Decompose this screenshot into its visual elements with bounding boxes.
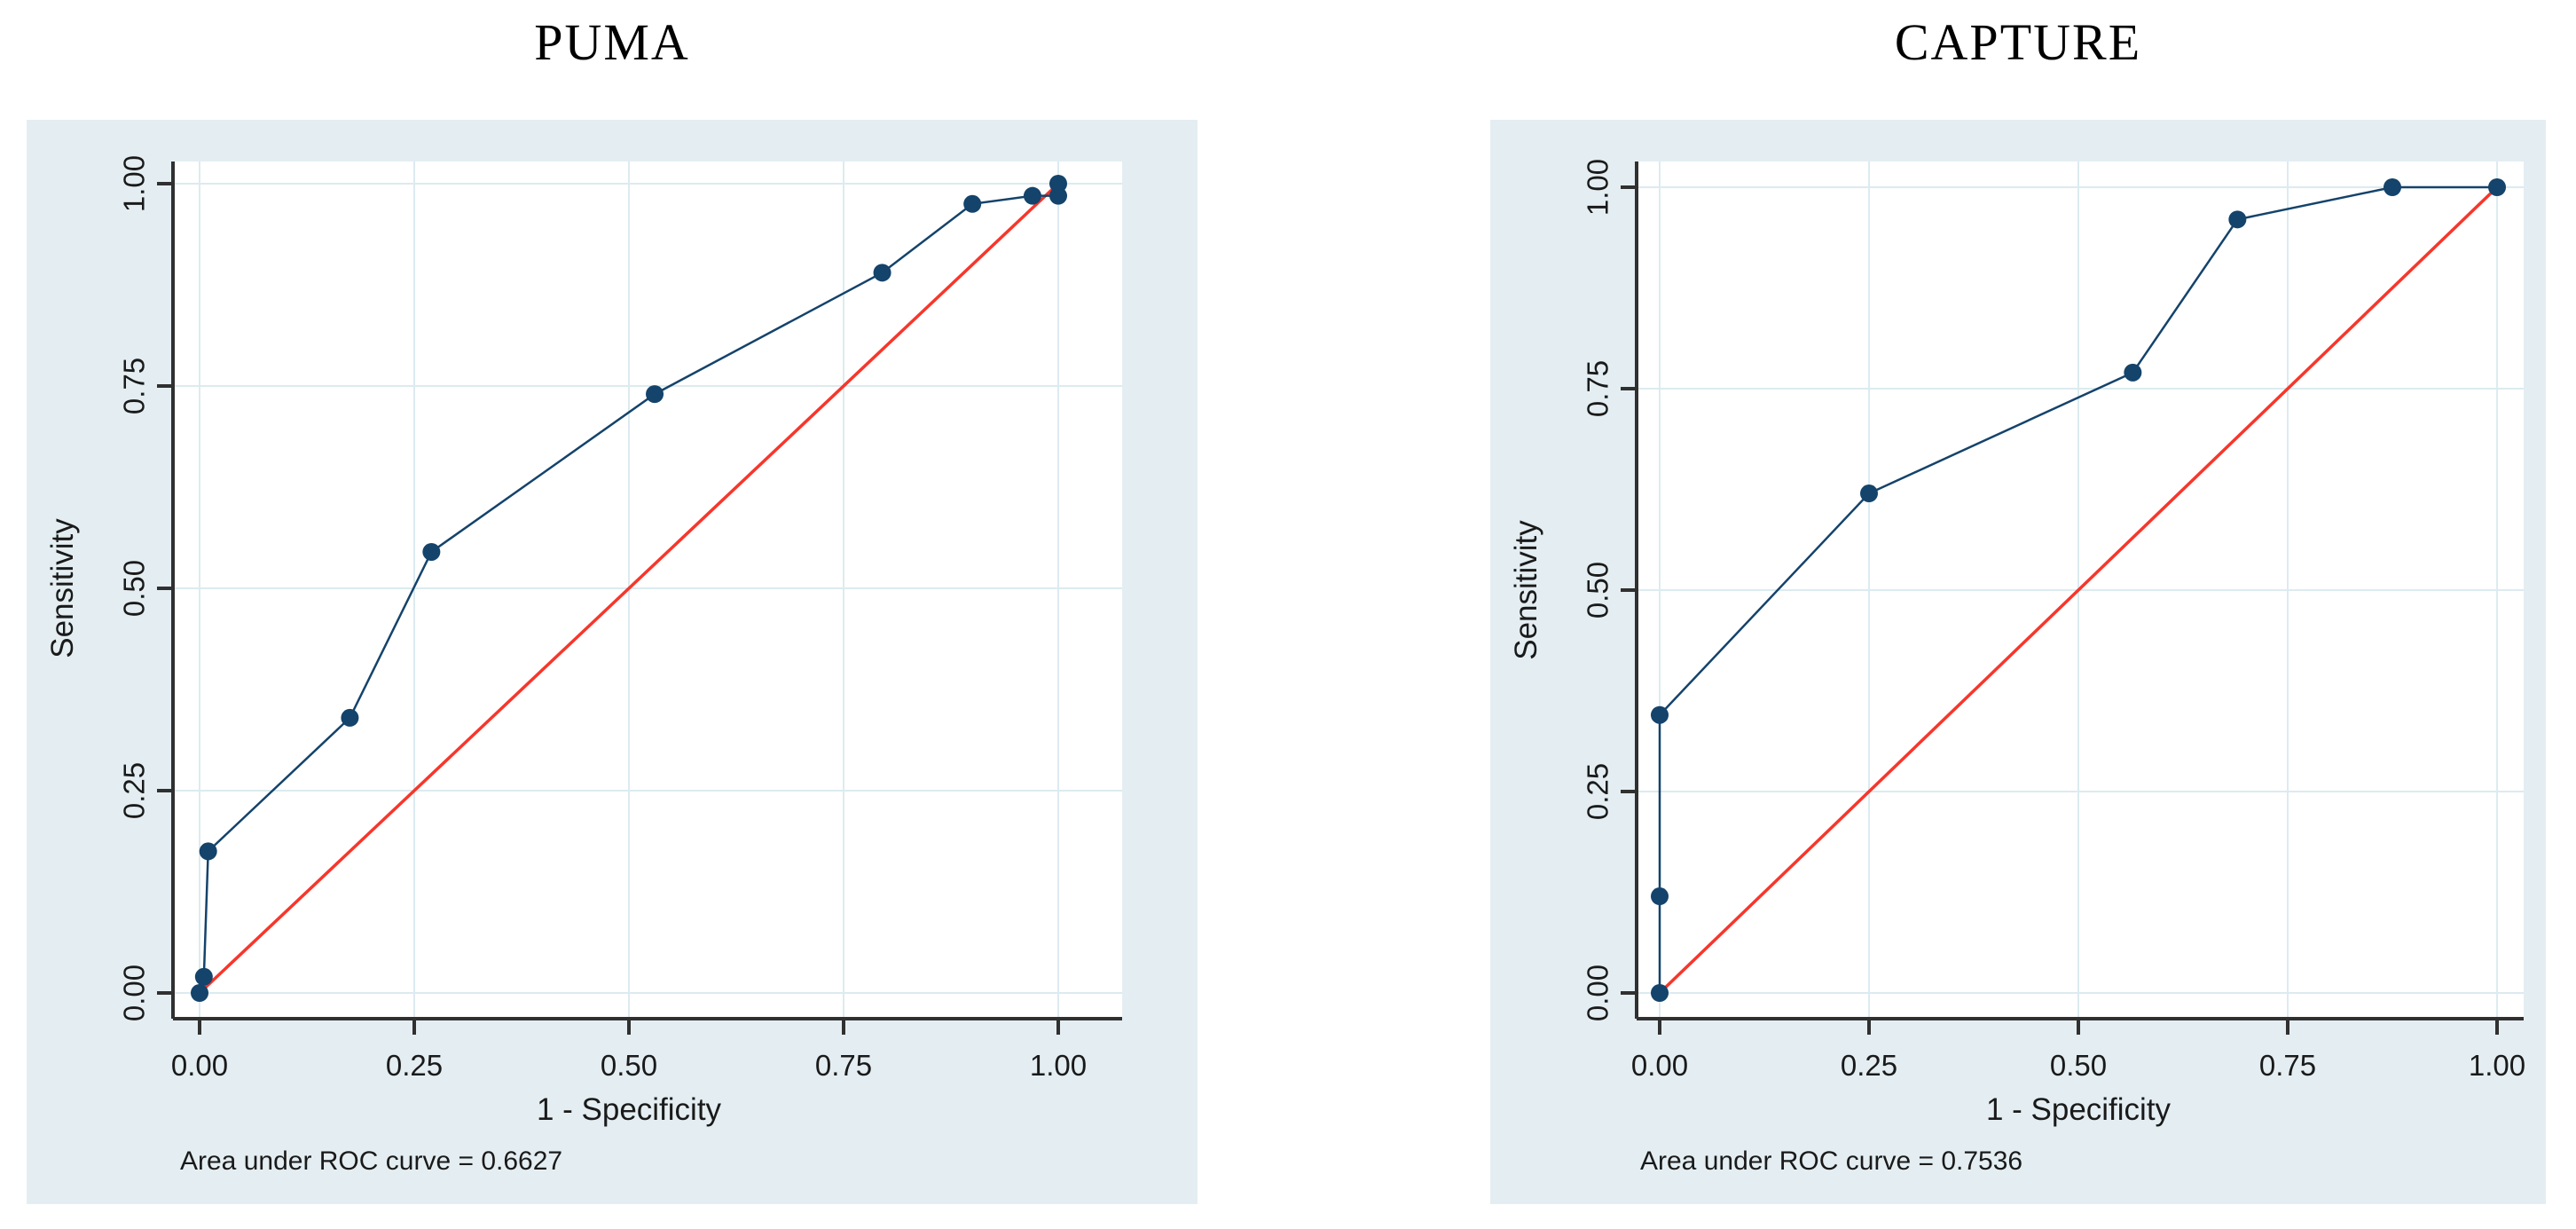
y-tick-label: 0.75 <box>1582 360 1614 417</box>
x-tick-label: 0.25 <box>1841 1049 1897 1082</box>
y-tick-label: 1.00 <box>1582 159 1614 216</box>
capture-chart-figure: CAPTURE 0.00 0.00 0.25 0.25 0.50 0.50 0.75 0.75… <box>1490 0 2546 1229</box>
puma-chart-title: PUMA <box>534 13 690 71</box>
y-tick-label: 0.25 <box>1582 763 1614 820</box>
reference-line <box>1658 185 2499 995</box>
plot-area <box>173 162 1122 1019</box>
data-point <box>199 842 217 861</box>
roc-curve-line <box>1658 185 2497 993</box>
x-tick-label: 0.25 <box>386 1049 443 1082</box>
tick-labels: 0.00 0.00 0.25 0.25 0.50 0.50 0.75 0.75 1.00 1.00 <box>118 155 1088 1082</box>
x-tick-label: 0.50 <box>601 1049 657 1082</box>
y-axis-title: Sensitivity <box>45 518 80 658</box>
y-axis-title: Sensitivity <box>1509 520 1543 660</box>
auc-annotation: Area under ROC curve = 0.6627 <box>180 1146 562 1176</box>
data-point <box>1860 485 1878 503</box>
roc-curve-markers <box>1651 178 2506 1002</box>
gridlines <box>1637 162 2524 1019</box>
data-point <box>191 984 208 1002</box>
y-tick-label: 0.00 <box>118 965 151 1021</box>
auc-annotation: Area under ROC curve = 0.7536 <box>1640 1146 2022 1176</box>
data-point <box>1049 186 1067 205</box>
x-axis-title: 1 - Specificity <box>537 1092 722 1127</box>
data-point <box>646 385 664 404</box>
data-point <box>1651 984 1669 1002</box>
y-tick-label: 0.75 <box>118 358 151 414</box>
puma-roc-plot: 0.00 0.00 0.25 0.25 0.50 0.50 0.75 0.75 1.00 1.00… <box>27 120 1198 1204</box>
x-tick-label: 0.00 <box>171 1049 228 1082</box>
y-tick-label: 0.25 <box>118 762 151 819</box>
x-tick-label: 0.50 <box>2050 1049 2107 1082</box>
tick-labels: 0.00 0.00 0.25 0.25 0.50 0.50 0.75 0.75 1.00 1.00 <box>1582 159 2526 1082</box>
data-point <box>2124 363 2142 382</box>
y-tick-label: 0.50 <box>1582 562 1614 618</box>
axes <box>157 162 1122 1035</box>
y-tick-label: 0.50 <box>118 560 151 617</box>
capture-chart-title: CAPTURE <box>1894 13 2142 71</box>
data-point <box>2228 210 2247 229</box>
data-point <box>1023 186 1041 205</box>
x-tick-label: 0.75 <box>2259 1049 2316 1082</box>
roc-curve-markers <box>191 175 1067 1002</box>
x-tick-label: 0.75 <box>815 1049 872 1082</box>
capture-roc-plot: 0.00 0.00 0.25 0.25 0.50 0.50 0.75 0.75 1.00 1.00… <box>1490 120 2546 1204</box>
x-axis-title: 1 - Specificity <box>1986 1092 2172 1127</box>
x-tick-label: 1.00 <box>2469 1049 2525 1082</box>
x-tick-label: 1.00 <box>1030 1049 1087 1082</box>
data-point <box>873 264 891 282</box>
gridlines <box>173 162 1122 1019</box>
data-point <box>963 194 982 213</box>
x-tick-label: 0.00 <box>1631 1049 1688 1082</box>
data-point <box>1049 175 1067 193</box>
data-point <box>341 708 359 727</box>
data-point <box>194 967 213 986</box>
data-point <box>1651 705 1669 724</box>
data-point <box>422 542 441 561</box>
data-point <box>2384 178 2401 196</box>
y-tick-label: 0.00 <box>1582 965 1614 1021</box>
reference-line <box>198 182 1060 995</box>
data-point <box>2488 178 2506 196</box>
axes <box>1621 162 2524 1035</box>
puma-chart-figure: PUMA 0.00 0.00 0.25 0.25 0.50 0.50 0.75 0.75 1.0… <box>27 0 1198 1229</box>
data-point <box>1651 887 1669 906</box>
y-tick-label: 1.00 <box>118 155 151 212</box>
